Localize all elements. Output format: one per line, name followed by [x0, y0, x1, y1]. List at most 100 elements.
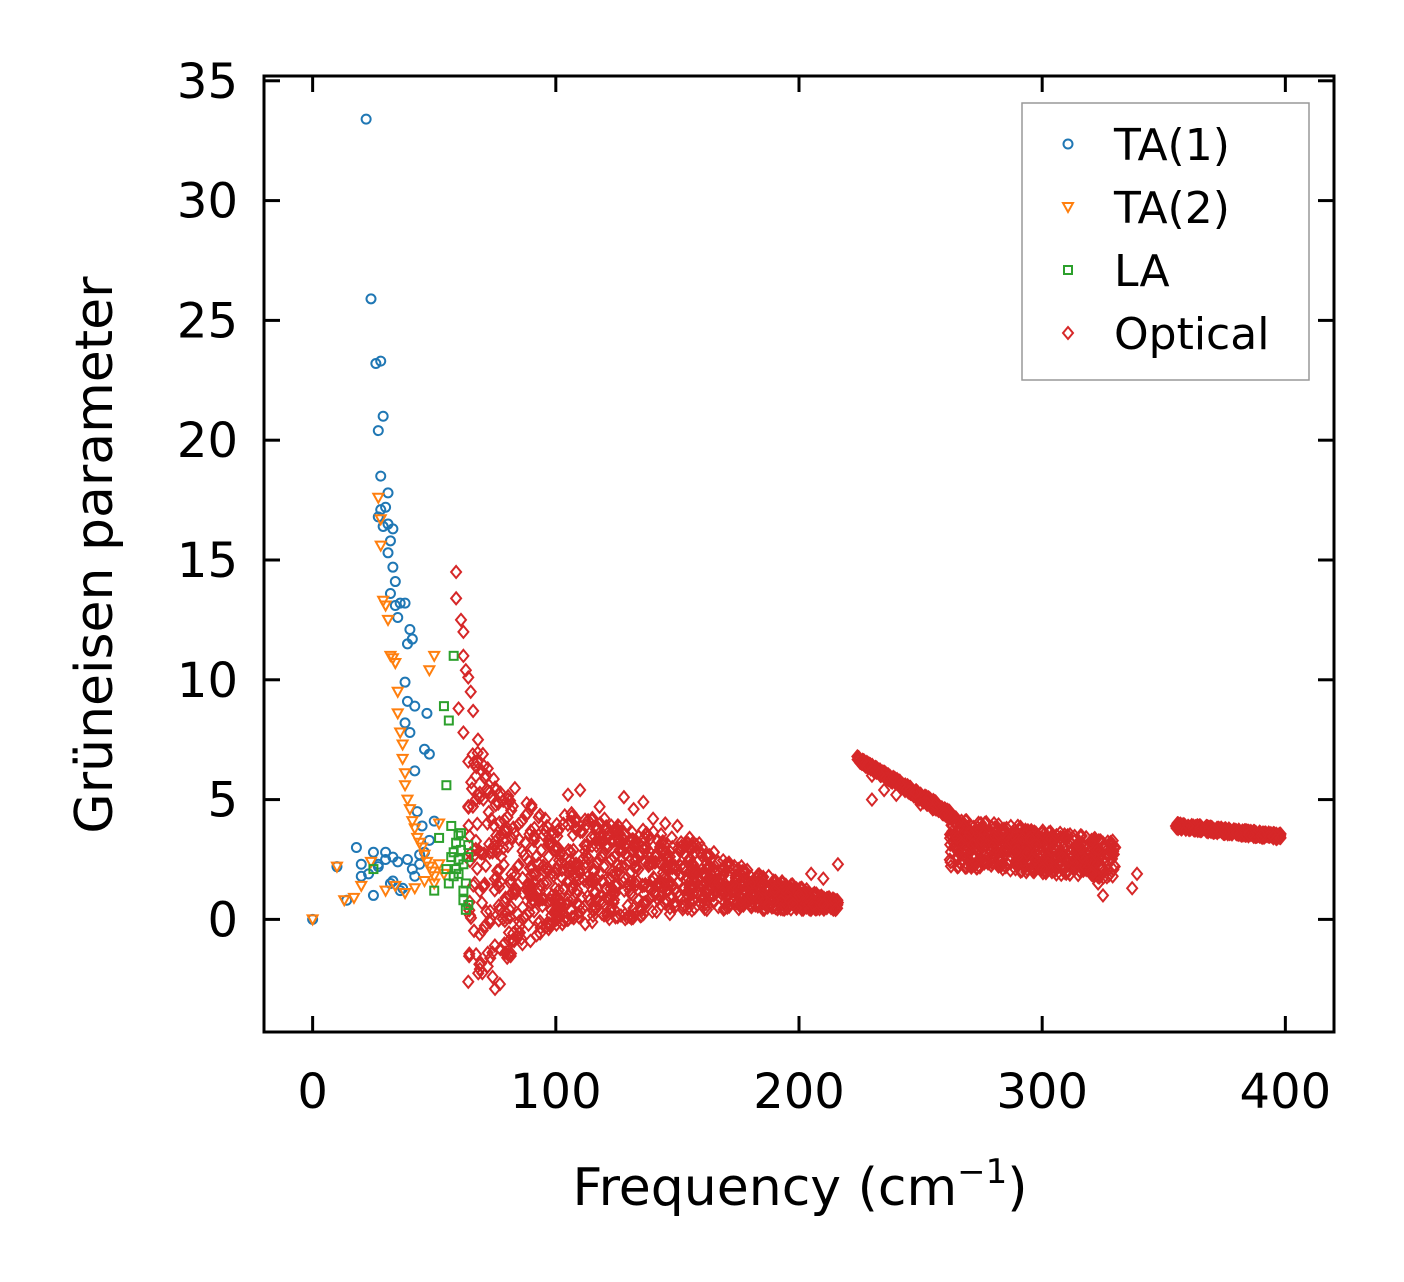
- data-point: [387, 523, 399, 535]
- data-point: [417, 876, 432, 889]
- data-point: [1060, 830, 1073, 846]
- optical-point: [478, 918, 492, 934]
- data-point: [367, 846, 379, 858]
- optical-point: [464, 774, 478, 790]
- optical-point: [483, 844, 497, 861]
- optical-point: [540, 915, 554, 931]
- data-point: [399, 597, 411, 609]
- data-point: [1125, 880, 1139, 896]
- data-point: [395, 739, 410, 752]
- data-point: [355, 858, 367, 870]
- optical-point: [465, 781, 479, 797]
- optical-point: [1173, 817, 1187, 833]
- x-tick-label: 0: [297, 1064, 328, 1120]
- data-point: [427, 871, 441, 884]
- optical-point: [650, 904, 663, 920]
- data-point: [1048, 839, 1061, 856]
- data-point: [962, 825, 976, 841]
- data-point: [658, 815, 672, 832]
- optical-point: [554, 893, 568, 909]
- data-point: [520, 907, 533, 923]
- optical-point: [1059, 866, 1073, 882]
- optical-point: [712, 874, 725, 890]
- data-point: [1035, 825, 1049, 841]
- optical-point: [476, 965, 489, 981]
- y-tick-label: 5: [207, 773, 238, 829]
- optical-point: [726, 883, 739, 899]
- data-point: [865, 768, 879, 784]
- optical-point: [542, 836, 555, 852]
- optical-point: [734, 892, 748, 908]
- data-point: [441, 780, 452, 791]
- optical-point: [921, 791, 934, 807]
- optical-point: [585, 873, 598, 889]
- data-point: [448, 650, 459, 661]
- optical-point: [530, 927, 543, 943]
- optical-point: [564, 843, 577, 859]
- data-point: [446, 820, 457, 831]
- data-point: [378, 885, 393, 898]
- optical-point: [472, 787, 485, 803]
- optical-point: [470, 861, 484, 877]
- data-point: [401, 853, 413, 865]
- legend-marker-la: [1063, 265, 1073, 275]
- data-point: [1274, 830, 1287, 846]
- data-point: [459, 662, 473, 678]
- data-point: [381, 614, 395, 627]
- data-point: [387, 561, 399, 573]
- data-point: [382, 547, 394, 559]
- optical-point: [668, 899, 682, 915]
- optical-point: [999, 828, 1013, 844]
- data-point: [380, 853, 392, 865]
- optical-point: [559, 910, 572, 926]
- data-point: [446, 852, 457, 863]
- optical-point: [590, 900, 603, 916]
- data-point: [1206, 823, 1219, 839]
- optical-point: [522, 917, 535, 933]
- data-point: [388, 880, 403, 893]
- optical-point: [646, 904, 659, 920]
- optical-point: [619, 846, 632, 862]
- optical-point: [732, 871, 746, 887]
- optical-point: [505, 866, 518, 882]
- data-point: [408, 823, 422, 836]
- data-point: [831, 856, 845, 872]
- optical-point: [731, 881, 745, 897]
- optical-point: [533, 807, 547, 823]
- data-point: [434, 832, 445, 843]
- data-point: [449, 564, 463, 580]
- optical-point: [689, 866, 703, 882]
- data-point: [593, 799, 606, 815]
- optical-point: [473, 843, 486, 860]
- optical-point: [582, 873, 596, 889]
- optical-point: [1010, 843, 1023, 859]
- optical-point: [512, 816, 525, 832]
- optical-point: [614, 908, 628, 924]
- data-point: [457, 648, 470, 664]
- data-point: [598, 811, 611, 827]
- data-point: [458, 885, 469, 896]
- data-point: [1266, 829, 1280, 845]
- optical-point: [896, 777, 909, 793]
- optical-point: [492, 901, 506, 917]
- data-point: [347, 892, 361, 905]
- data-point: [404, 727, 416, 739]
- data-point: [1023, 830, 1037, 846]
- data-point: [427, 878, 441, 891]
- data-point: [464, 684, 478, 700]
- optical-point: [936, 806, 949, 822]
- optical-point: [484, 911, 497, 927]
- optical-point: [541, 860, 555, 876]
- data-point: [330, 861, 344, 874]
- data-point: [401, 695, 413, 707]
- data-point: [406, 633, 418, 645]
- optical-point: [952, 845, 966, 861]
- data-point: [617, 789, 631, 805]
- optical-point: [498, 913, 512, 929]
- data-point: [1072, 837, 1085, 853]
- optical-point: [681, 839, 695, 855]
- optical-point: [537, 821, 550, 837]
- optical-point: [717, 862, 730, 878]
- data-point: [457, 724, 470, 741]
- optical-point: [535, 891, 549, 907]
